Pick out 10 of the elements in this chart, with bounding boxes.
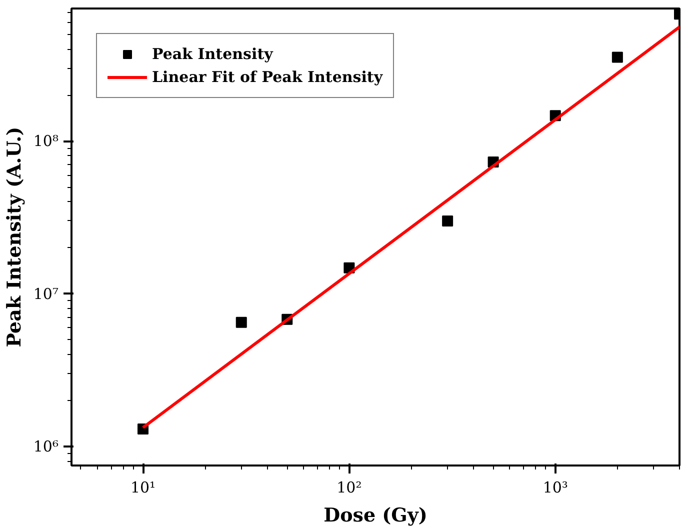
x-tick-label: 10³: [542, 478, 568, 496]
y-tick-label: 10⁸: [33, 132, 59, 150]
legend-label: Linear Fit of Peak Intensity: [152, 68, 383, 86]
x-axis-title: Dose (Gy): [324, 504, 428, 526]
y-tick-label: 10⁶: [33, 437, 59, 456]
x-tick-label: 10²: [336, 478, 362, 496]
x-tick-label: 10¹: [130, 478, 156, 496]
y-tick-label: 10⁷: [33, 284, 59, 303]
legend-label: Peak Intensity: [152, 45, 273, 63]
y-axis-title: Peak Intensity (A.U.): [3, 126, 26, 348]
